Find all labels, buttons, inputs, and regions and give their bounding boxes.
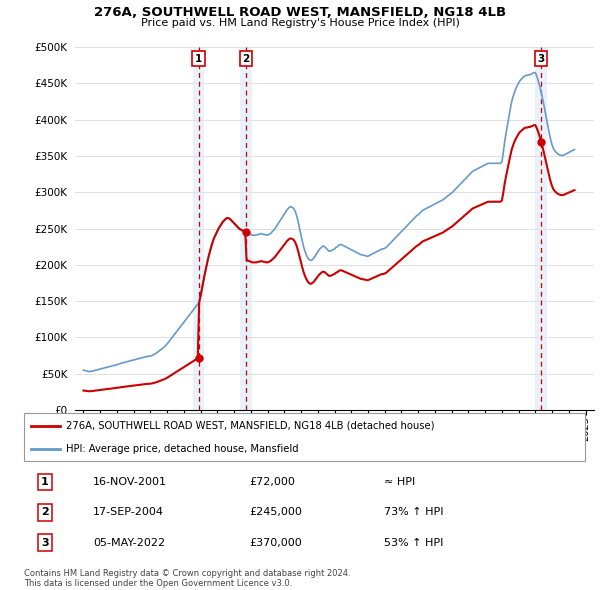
Text: 53% ↑ HPI: 53% ↑ HPI [384, 537, 443, 548]
Text: 1: 1 [41, 477, 49, 487]
Text: 05-MAY-2022: 05-MAY-2022 [93, 537, 165, 548]
Bar [535, 47, 547, 410]
Text: Price paid vs. HM Land Registry's House Price Index (HPI): Price paid vs. HM Land Registry's House … [140, 18, 460, 28]
Text: HPI: Average price, detached house, Mansfield: HPI: Average price, detached house, Mans… [66, 444, 299, 454]
Text: 276A, SOUTHWELL ROAD WEST, MANSFIELD, NG18 4LB: 276A, SOUTHWELL ROAD WEST, MANSFIELD, NG… [94, 6, 506, 19]
Text: 1: 1 [195, 54, 202, 64]
Text: 16-NOV-2001: 16-NOV-2001 [93, 477, 167, 487]
Text: 73% ↑ HPI: 73% ↑ HPI [384, 507, 443, 517]
Text: 276A, SOUTHWELL ROAD WEST, MANSFIELD, NG18 4LB (detached house): 276A, SOUTHWELL ROAD WEST, MANSFIELD, NG… [66, 421, 434, 431]
Text: Contains HM Land Registry data © Crown copyright and database right 2024.
This d: Contains HM Land Registry data © Crown c… [24, 569, 350, 588]
Text: 17-SEP-2004: 17-SEP-2004 [93, 507, 164, 517]
Text: 2: 2 [242, 54, 250, 64]
Bar [193, 47, 205, 410]
Text: £370,000: £370,000 [249, 537, 302, 548]
Text: ≈ HPI: ≈ HPI [384, 477, 415, 487]
Text: 2: 2 [41, 507, 49, 517]
Text: £72,000: £72,000 [249, 477, 295, 487]
Text: £245,000: £245,000 [249, 507, 302, 517]
Text: 3: 3 [538, 54, 545, 64]
Bar [240, 47, 252, 410]
Text: 3: 3 [41, 537, 49, 548]
